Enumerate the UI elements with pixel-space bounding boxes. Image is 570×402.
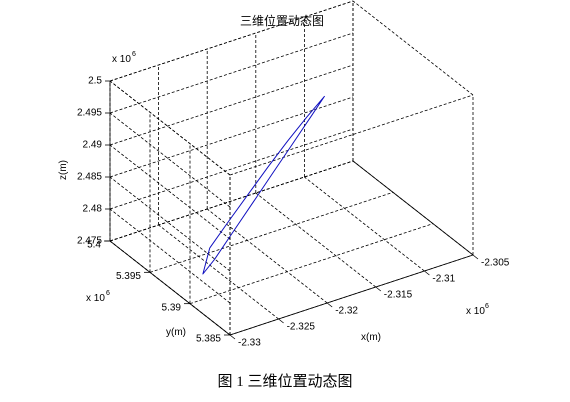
axes-box-edge-dashed [109, 80, 231, 176]
x-tick-mark [229, 334, 236, 340]
z-tick-label: 2.495 [77, 108, 102, 119]
axes-box-edge [229, 254, 474, 336]
grid-line-floor-y [189, 223, 434, 305]
y-tick-label: 5.395 [116, 271, 141, 282]
grid-line-floor-x [304, 176, 425, 272]
y-tick-label: 5.385 [196, 334, 221, 345]
axes-box-edge-dashed [109, 0, 354, 82]
x-axis-label: x(m) [361, 332, 381, 343]
x-tick-mark [326, 302, 333, 308]
axes-box [109, 0, 474, 336]
y-exponent-power: 6 [106, 290, 110, 297]
axes-box-edge [109, 240, 231, 336]
axes-box-edge [352, 160, 474, 256]
x-tick-label: -2.33 [238, 338, 261, 349]
axes-box-edge-dashed [229, 94, 474, 176]
y-axis-label: y(m) [166, 327, 186, 338]
axes-box-edge-dashed [109, 160, 354, 242]
y-tick-label: 5.4 [87, 240, 101, 251]
axes-box-edge-dashed [352, 0, 474, 96]
tick-marks [104, 80, 479, 340]
series-line-trajectory [202, 95, 325, 275]
grid-line-floor-x [206, 208, 328, 304]
y-exponent-base: x 10 [86, 293, 105, 304]
x-exponent-power: 6 [485, 303, 489, 310]
x-tick-mark [278, 318, 284, 324]
x-tick-mark [424, 270, 430, 276]
z-tick-label: 2.48 [83, 204, 103, 215]
figure-caption: 图 1 三维位置动态图 [217, 373, 352, 390]
grid-line-back-z [109, 32, 354, 114]
z-tick-label: 2.49 [83, 140, 103, 151]
plot-3d: -2.33 -2.325 -2.32 -2.315 -2.31 -2.305 5.385 5.… [77, 0, 510, 349]
grid-line-back-z [109, 96, 354, 178]
y-exponent-label: x 10 6 [86, 290, 110, 304]
grid-line-back-z [109, 64, 354, 146]
grid-line-floor-x [158, 224, 279, 320]
grid-line-side-z [109, 208, 231, 304]
x-exponent-base: x 10 [466, 306, 485, 317]
x-tick-label: -2.305 [481, 258, 510, 269]
chart-title: 三维位置动态图 [240, 13, 324, 28]
x-tick-label: -2.32 [335, 306, 358, 317]
z-exponent-label: x 10 6 [112, 51, 136, 65]
z-exponent-base: x 10 [112, 54, 131, 65]
grid-line-back-z [109, 128, 354, 210]
z-tick-label: 2.475 [77, 236, 102, 247]
grid-line-side-z [109, 176, 231, 272]
z-tick-label: 2.5 [88, 76, 102, 87]
z-axis-label: z(m) [58, 160, 69, 180]
grid-line-side-z [109, 112, 231, 208]
series-layer [202, 95, 325, 275]
x-exponent-label: x 10 6 [466, 303, 489, 317]
tick-labels: -2.33 -2.325 -2.32 -2.315 -2.31 -2.305 5.385 5.… [77, 76, 510, 349]
z-exponent-power: 6 [132, 51, 136, 58]
y-tick-label: 5.39 [162, 302, 182, 313]
z-tick-label: 2.485 [77, 172, 102, 183]
x-tick-mark [472, 254, 479, 260]
x-tick-label: -2.31 [432, 274, 455, 285]
x-tick-mark [375, 286, 382, 292]
x-tick-label: -2.325 [287, 322, 316, 333]
x-tick-label: -2.315 [384, 290, 413, 301]
grid-line-side-z [109, 144, 231, 240]
grid-line-floor-y [149, 191, 394, 273]
grid-line-floor-x [255, 192, 377, 288]
